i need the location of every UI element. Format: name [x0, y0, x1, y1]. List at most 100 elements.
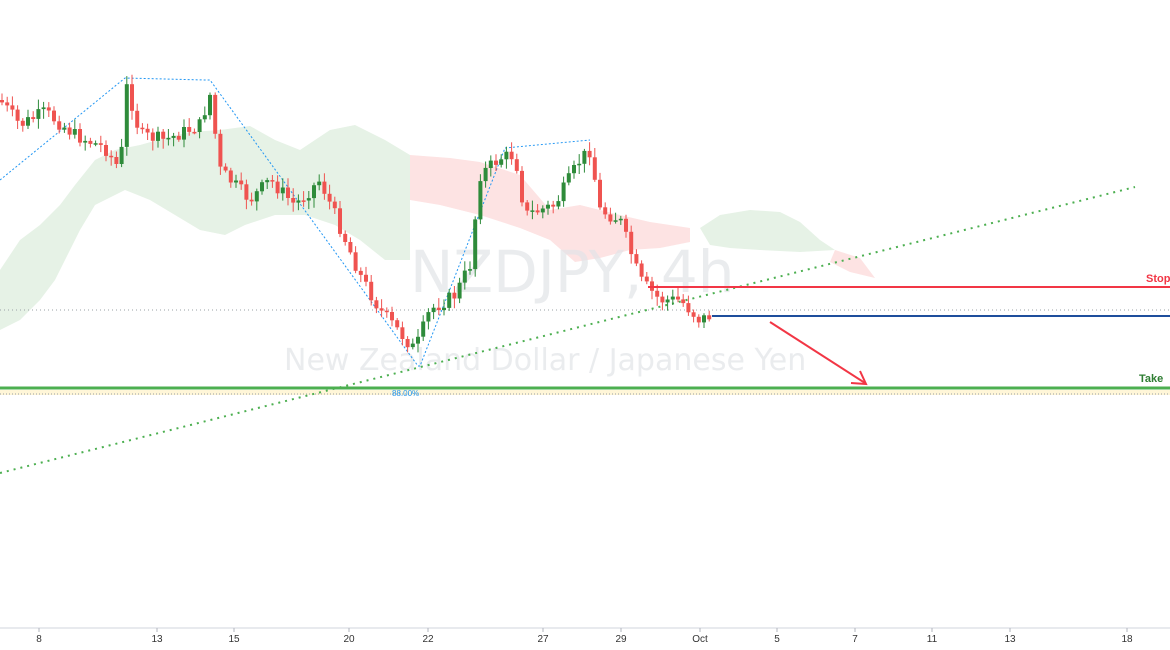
candle-body	[124, 84, 129, 147]
x-tick-label: 18	[1121, 634, 1133, 645]
candle-body	[358, 270, 363, 275]
candle-body	[291, 198, 296, 203]
candle-body	[62, 127, 67, 130]
candle-body	[462, 270, 467, 283]
candle-body	[26, 117, 30, 126]
candle-body	[603, 207, 608, 215]
candle-body	[332, 201, 337, 209]
candle-body	[348, 242, 353, 253]
candle-body	[634, 254, 639, 264]
candle-body	[161, 131, 166, 139]
candle-body	[353, 252, 358, 271]
candle-body	[10, 105, 15, 110]
candle-body	[431, 307, 436, 313]
candle-body	[202, 115, 207, 120]
candle-body	[338, 208, 342, 234]
candle-body	[83, 140, 88, 143]
fib-label: 88.00%	[392, 389, 419, 398]
candle-body	[156, 131, 160, 141]
candle-body	[665, 299, 670, 303]
x-tick-label: 29	[615, 634, 627, 645]
candle-body	[114, 157, 119, 164]
candle-body	[686, 303, 691, 313]
candle-body	[218, 133, 223, 167]
candle-body	[296, 200, 301, 203]
candle-body	[473, 219, 478, 270]
candle-body	[280, 187, 285, 194]
candle-body	[171, 135, 176, 138]
x-tick-label: 13	[1004, 634, 1016, 645]
candle-body	[530, 210, 535, 212]
candle-body	[223, 166, 228, 171]
candle-body	[556, 201, 561, 207]
candle-body	[166, 137, 171, 140]
candle-body	[535, 210, 540, 213]
candle-body	[395, 320, 400, 328]
candle-body	[561, 182, 566, 202]
candle-body	[327, 193, 332, 202]
candle-body	[15, 109, 20, 121]
candle-body	[598, 179, 602, 208]
candle-body	[572, 165, 576, 174]
x-tick-label: 11	[927, 634, 938, 645]
candle-body	[364, 274, 368, 282]
candle-body	[416, 336, 420, 344]
candle-body	[301, 200, 306, 202]
zigzag-pattern	[0, 77, 591, 367]
time-axis: 8 13 15 20 22 27 29 Oct 5 7 11 13 18	[36, 628, 1133, 645]
watermark-description: New Zealand Dollar / Japanese Yen	[284, 343, 806, 378]
candle-body	[629, 231, 634, 255]
candle-body	[457, 282, 462, 299]
candle-body	[405, 339, 410, 348]
candle-body	[488, 160, 493, 168]
cloud-bear-2	[830, 250, 875, 278]
candle-body	[442, 307, 446, 311]
down-arrow-icon	[769, 321, 868, 386]
candle-body	[130, 84, 134, 111]
candle-body	[36, 109, 41, 119]
candle-body	[707, 315, 712, 320]
candle-body	[478, 181, 483, 220]
candle-body	[249, 199, 254, 202]
candle-body	[317, 181, 322, 186]
candle-body	[691, 312, 696, 317]
candle-body	[499, 159, 504, 165]
candle-body	[624, 218, 628, 232]
stop-label: Stop	[1146, 273, 1170, 285]
candle-body	[566, 173, 571, 183]
candle-body	[254, 191, 259, 202]
candle-body	[608, 214, 613, 222]
candle-body	[426, 312, 431, 322]
candle-body	[592, 157, 597, 180]
candle-body	[702, 315, 706, 323]
candle-body	[140, 127, 145, 130]
candle-body	[275, 181, 280, 194]
candle-body	[540, 208, 545, 213]
candle-body	[468, 269, 472, 271]
candle-body	[208, 94, 212, 116]
cloud-bull-2	[700, 210, 835, 252]
candle-body	[639, 263, 644, 277]
candle-body	[384, 310, 389, 313]
candle-body	[228, 170, 233, 183]
candle-body	[104, 145, 108, 156]
candle-body	[239, 180, 244, 185]
candle-body	[379, 308, 384, 311]
x-tick-label: 8	[36, 634, 42, 645]
candle-body	[509, 151, 514, 160]
x-tick-label: 7	[852, 634, 858, 645]
candle-body	[447, 292, 452, 308]
candle-body	[312, 185, 316, 199]
candle-body	[72, 129, 77, 135]
candle-body	[286, 187, 290, 198]
candle-body	[145, 128, 150, 133]
x-tick-label: 13	[151, 634, 163, 645]
candle-body	[67, 127, 72, 135]
x-tick-label: 20	[343, 634, 355, 645]
candle-body	[322, 181, 327, 194]
candle-body	[234, 180, 238, 183]
candle-body	[618, 218, 623, 221]
candle-body	[182, 127, 186, 140]
candle-body	[670, 296, 675, 300]
